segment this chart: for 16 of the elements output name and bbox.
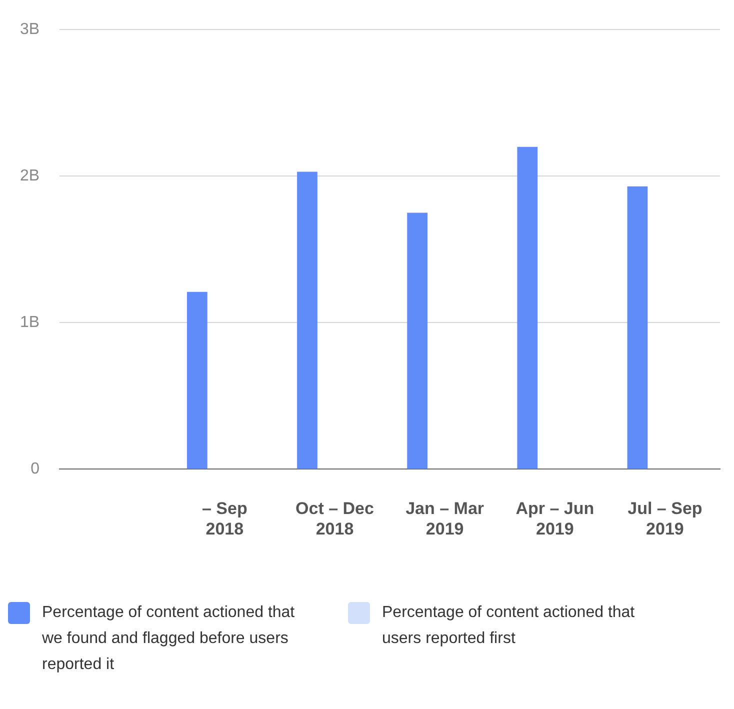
bar — [407, 212, 428, 469]
x-tick-label: Jul – Sep 2019 — [628, 499, 702, 538]
legend-label: Percentage of content actioned that users reported first — [382, 603, 636, 649]
bar — [627, 186, 648, 469]
bar — [517, 146, 538, 469]
y-tick-label: 1B — [20, 314, 40, 332]
x-tick-label: Apr – Jun 2019 — [516, 499, 594, 538]
y-tick-label: 2B — [20, 168, 40, 185]
bar — [186, 292, 208, 469]
x-tick-label: – Sep 2018 — [202, 499, 248, 538]
legend-label: Percentage of content actioned that we found and flagged before users reported it — [42, 603, 296, 675]
x-tick-label: Jan – Mar 2019 — [406, 499, 484, 538]
y-tick-label: 0 — [30, 460, 40, 478]
bar — [297, 172, 318, 469]
x-tick-label: Oct – Dec 2018 — [296, 499, 374, 538]
y-tick-label: 3B — [20, 21, 40, 38]
